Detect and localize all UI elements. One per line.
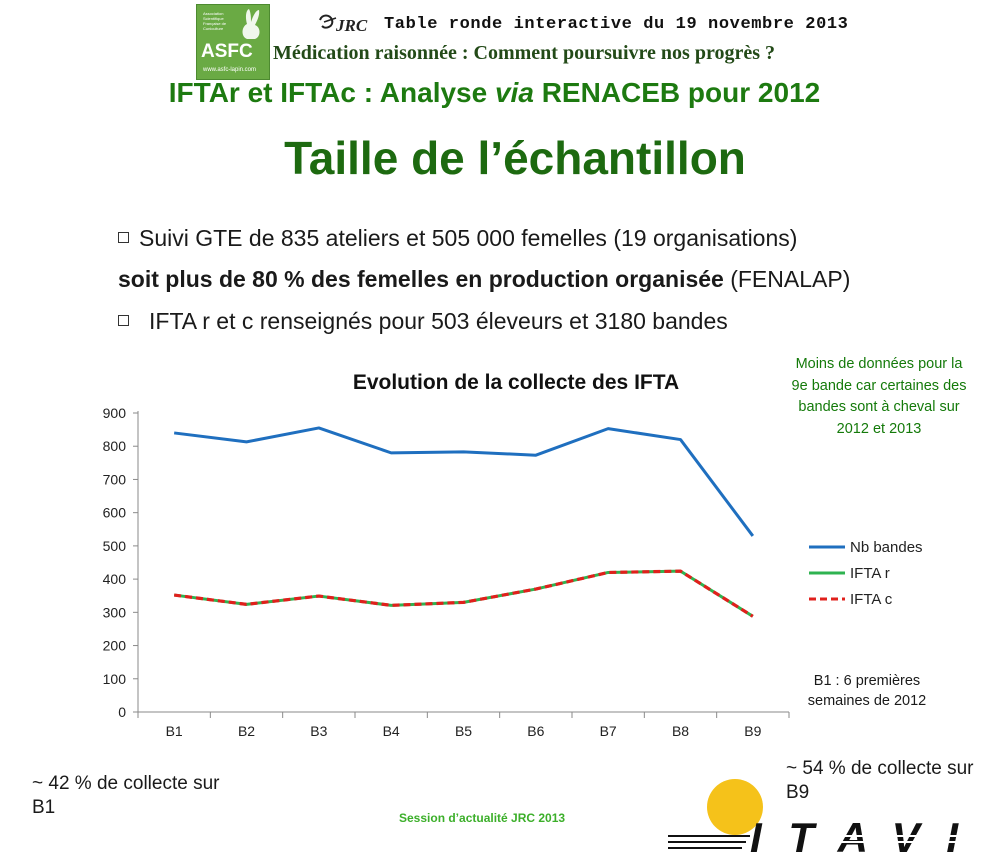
- x-tick-label: B2: [238, 723, 255, 739]
- bullet-square-icon: [118, 232, 129, 243]
- bullet-2-text: IFTA r et c renseignés pour 503 éleveurs…: [149, 308, 728, 334]
- sun-icon: [707, 779, 763, 835]
- asfc-logo-caption: Association Scientifique Française de Cu…: [203, 11, 227, 31]
- y-tick-label: 0: [118, 704, 126, 720]
- y-tick-label: 900: [103, 405, 127, 421]
- bullet-1-text: Suivi GTE de 835 ateliers et 505 000 fem…: [139, 225, 798, 251]
- footer-session: Session d’actualité JRC 2013: [399, 811, 566, 825]
- y-tick-label: 500: [103, 538, 127, 554]
- jrc-logo: JRC: [319, 14, 368, 35]
- header-subtitle: Médication raisonnée : Comment poursuivr…: [273, 42, 776, 64]
- rabbit-icon: [242, 9, 260, 39]
- asfc-logo-url: www.asfc-lapin.com: [203, 67, 257, 73]
- page-headline: IFTAr et IFTAc : Analyse via RENACEB pou…: [0, 77, 989, 109]
- y-tick-label: 600: [103, 505, 127, 521]
- headline-part-2: RENACEB pour 2012: [533, 77, 821, 108]
- x-axis: B1 B2 B3 B4 B5 B6 B7 B8 B9: [137, 711, 790, 739]
- page-title: Taille de l’échantillon: [284, 132, 746, 184]
- legend-label: Nb bandes: [850, 539, 923, 556]
- note-collection-b1: ~ 42 % de collecte sur B1: [32, 773, 220, 818]
- series-line-ifta-r: [173, 569, 754, 618]
- x-tick-label: B4: [383, 723, 400, 739]
- y-tick-label: 800: [103, 438, 127, 454]
- headline-italic: via: [494, 77, 534, 108]
- x-tick-label: B6: [527, 723, 544, 739]
- itavi-logo-text: ITAVI: [750, 814, 960, 853]
- asfc-logo-text: ASFC: [201, 41, 253, 62]
- headline-part-1: IFTAr et IFTAc : Analyse: [168, 77, 495, 108]
- chart-legend: Nb bandes IFTA r IFTA c: [809, 539, 923, 608]
- legend-label: IFTA c: [850, 591, 893, 608]
- y-tick-label: 300: [103, 604, 127, 620]
- bullet-2: IFTA r et c renseignés pour 503 éleveurs…: [118, 308, 728, 335]
- y-axis: 0 100 200 300 400 500 600 700 800 900: [103, 405, 139, 720]
- asfc-logo: Association Scientifique Française de Cu…: [196, 4, 270, 80]
- y-tick-label: 700: [103, 471, 127, 487]
- x-tick-label: B1: [166, 723, 183, 739]
- x-tick-label: B9: [744, 723, 761, 739]
- chart-title: Evolution de la collecte des IFTA: [353, 371, 679, 394]
- itavi-logo: ITAVI: [668, 814, 989, 853]
- x-tick-label: B7: [600, 723, 617, 739]
- note-collection-b9: ~ 54 % de collecte sur B9: [786, 758, 974, 803]
- bullet-1-bold-text: soit plus de 80 % des femelles en produc…: [118, 266, 724, 292]
- bullet-1-rest-text: (FENALAP): [723, 266, 851, 292]
- x-tick-label: B5: [455, 723, 472, 739]
- ifta-line-chart: Evolution de la collecte des IFTA 0 100 20…: [103, 371, 923, 739]
- bullet-1: Suivi GTE de 835 ateliers et 505 000 fem…: [118, 225, 797, 252]
- series-line-nb-bandes: [173, 426, 755, 537]
- x-tick-label: B3: [310, 723, 327, 739]
- header-title: Table ronde interactive du 19 novembre 2…: [384, 15, 849, 34]
- note-ninth-band: Moins de données pour la 9e bande car ce…: [791, 356, 967, 437]
- y-tick-label: 200: [103, 638, 127, 654]
- y-tick-label: 100: [103, 671, 127, 687]
- x-tick-label: B8: [672, 723, 689, 739]
- y-tick-label: 400: [103, 571, 127, 587]
- legend-label: IFTA r: [850, 565, 890, 582]
- series-line-ifta-c: [173, 569, 754, 618]
- note-b1-definition: B1 : 6 premières semaines de 2012: [807, 673, 927, 709]
- chart-series: [173, 426, 755, 618]
- bullet-1-continuation: soit plus de 80 % des femelles en produc…: [118, 266, 850, 293]
- bullet-square-icon: [118, 315, 129, 326]
- jrc-logo-text: JRC: [335, 16, 368, 35]
